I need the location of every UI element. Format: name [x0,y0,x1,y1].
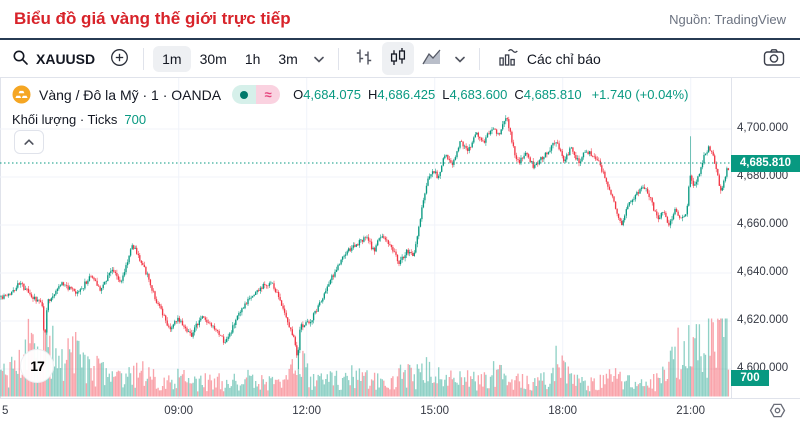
price-axis-tick: 4,660.000 [737,218,789,230]
chevron-down-icon [314,51,324,66]
compare-add-button[interactable] [105,44,134,74]
ohlc-c: C4,685.810 [514,87,582,102]
chart-style-candles-button[interactable] [381,42,414,75]
candle-wicks-down [2,116,729,367]
area-chart-icon [421,46,443,71]
legend-symbol-row: Vàng / Đô la Mỹ · 1 · OANDA ≈ O4,684.075… [12,85,688,104]
time-axis-tick: 18:00 [548,405,578,417]
chart-area: Vàng / Đô la Mỹ · 1 · OANDA ≈ O4,684.075… [0,78,800,398]
ohlc-l: L4,683.600 [442,87,508,102]
toolbar-divider [143,47,145,70]
tradingview-logo[interactable]: 17 [20,349,54,383]
bars-chart-icon [353,46,375,71]
delayed-data-icon: ≈ [256,85,281,104]
axis-settings-button[interactable] [769,402,786,422]
price-axis-tick: 4,620.000 [737,314,789,326]
time-edge-label: 5 [2,405,9,417]
legend-collapse-button[interactable] [14,130,44,154]
interval-30m-button[interactable]: 30m [191,46,236,72]
camera-icon [763,48,785,70]
interval-1h-button[interactable]: 1h [236,46,270,72]
price-change: +1.740 (+0.04%) [591,87,689,102]
page-header: Biểu đồ giá vàng thế giới trực tiếp Nguồ… [0,0,800,40]
source-attribution: Nguồn: TradingView [669,11,786,27]
chart-legend: Vàng / Đô la Mỹ · 1 · OANDA ≈ O4,684.075… [12,85,688,127]
indicators-label: Các chỉ báo [526,50,601,67]
ohlc-h: H4,686.425 [368,87,436,102]
volume-bars-up [0,318,728,397]
interval-3m-button[interactable]: 3m [269,46,306,72]
legend-volume-row: Khối lượng · Ticks 700 [12,112,688,127]
time-axis[interactable]: 5 09:00 12:00 15:00 18:00 21:00 [0,398,800,424]
chart-style-area-button[interactable] [416,42,448,75]
page-title: Biểu đồ giá vàng thế giới trực tiếp [14,9,291,28]
candle-bodies-down [1,118,730,356]
gold-coin-icon [12,85,31,104]
chart-style-bars-button[interactable] [348,42,380,75]
volume-axis-label: 700 [731,370,769,386]
toolbar-divider [337,47,339,70]
market-status-dot-icon [232,85,257,104]
symbol-label: XAUUSD [36,50,96,67]
volume-bars-down [1,318,730,397]
symbol-search-button[interactable]: XAUUSD [10,47,103,71]
interval-dropdown-button[interactable] [309,47,329,70]
volume-study-value: 700 [124,112,147,127]
time-axis-tick: 15:00 [420,405,450,417]
indicators-button[interactable]: Các chỉ báo [489,41,609,76]
chevron-down-icon [455,51,465,66]
price-axis-tick: 4,700.000 [737,122,789,134]
last-price-label: 4,685.810 [731,154,800,172]
candle-wicks-up [0,115,728,369]
interval-group: 1m 30m 1h 3m [153,45,307,72]
volume-study-label: Khối lượng · Ticks [12,112,118,127]
search-icon [12,49,29,69]
indicators-icon [497,46,519,71]
series-layer [0,115,730,397]
candlestick-icon [387,46,409,71]
plus-circle-icon [110,48,129,70]
ohlc-o: O4,684.075 [293,87,362,102]
gear-icon [769,403,786,422]
status-badge: ≈ [232,85,281,104]
chevron-up-icon [22,135,36,150]
time-axis-tick: 21:00 [676,405,706,417]
symbol-title[interactable]: Vàng / Đô la Mỹ · 1 · OANDA [39,86,222,103]
grid-lines [0,78,731,398]
candle-bodies-up [0,118,728,356]
price-chart-canvas[interactable] [0,78,800,398]
price-axis-tick: 4,680.000 [737,170,789,182]
toolbar-divider [478,47,480,70]
time-axis-tick: 12:00 [292,405,322,417]
snapshot-button[interactable] [758,44,790,74]
ohlc-values: O4,684.075 H4,686.425 L4,683.600 C4,685.810 [293,87,582,102]
chart-style-dropdown-button[interactable] [450,47,470,70]
price-axis-tick: 4,640.000 [737,266,789,278]
chart-toolbar: XAUUSD 1m 30m 1h 3m [0,40,800,78]
time-axis-tick: 09:00 [164,405,194,417]
interval-1m-button[interactable]: 1m [153,45,191,72]
